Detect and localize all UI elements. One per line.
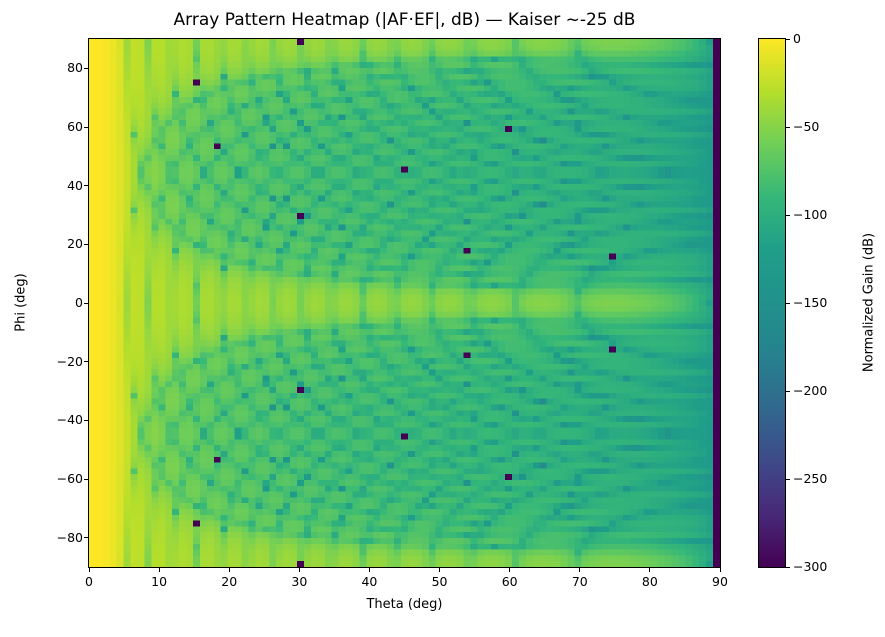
x-tick [368, 568, 370, 572]
chart-title: Array Pattern Heatmap (|AF·EF|, dB) — Ka… [173, 10, 636, 30]
y-tick-label: 0 [75, 295, 83, 310]
y-tick-label: −40 [56, 412, 83, 428]
x-tick [158, 568, 160, 572]
y-tick-label: 40 [67, 177, 83, 193]
colorbar-tick [786, 126, 790, 128]
x-tick [579, 568, 581, 572]
colorbar-tick [786, 478, 790, 480]
y-tick [84, 243, 88, 245]
x-tick [719, 568, 721, 572]
colorbar-tick-label: −300 [793, 559, 828, 574]
x-tick [298, 568, 300, 572]
x-tick-label: 20 [221, 574, 238, 589]
y-tick [84, 537, 88, 539]
colorbar [758, 38, 786, 568]
y-tick-label: −60 [56, 471, 83, 486]
y-tick [84, 361, 88, 363]
x-tick-label: 70 [571, 574, 588, 589]
colorbar-tick [786, 302, 790, 304]
y-tick [84, 478, 88, 480]
x-tick [88, 568, 90, 572]
x-tick [228, 568, 230, 572]
y-tick-label: 80 [67, 60, 83, 76]
x-tick [509, 568, 511, 572]
x-tick-label: 50 [431, 574, 448, 589]
colorbar-tick-label: −100 [793, 207, 828, 222]
y-tick [84, 126, 88, 128]
x-tick-label: 60 [501, 574, 518, 589]
colorbar-tick-label: −150 [793, 295, 828, 310]
y-tick-label: −80 [56, 529, 83, 545]
y-tick [84, 67, 88, 69]
x-tick-label: 90 [712, 574, 728, 589]
y-tick-label: −20 [56, 353, 83, 369]
y-tick-label: 20 [67, 236, 83, 252]
plot-area [88, 38, 721, 568]
colorbar-tick-label: −200 [793, 383, 828, 398]
x-tick-label: 10 [151, 574, 168, 589]
colorbar-tick-label: −250 [793, 471, 828, 486]
y-axis-label: Phi (deg) [13, 273, 29, 332]
heatmap-canvas [89, 39, 720, 567]
y-tick [84, 419, 88, 421]
colorbar-tick-label: −50 [793, 119, 820, 134]
x-tick-label: 80 [641, 574, 658, 589]
x-tick [439, 568, 441, 572]
colorbar-tick [786, 390, 790, 392]
y-tick [84, 302, 88, 304]
x-axis-label: Theta (deg) [366, 597, 443, 612]
y-tick-label: 60 [67, 119, 83, 134]
colorbar-tick [786, 214, 790, 216]
colorbar-label: Normalized Gain (dB) [861, 232, 877, 373]
x-tick-label: 30 [291, 574, 308, 589]
x-tick [649, 568, 651, 572]
colorbar-tick [786, 38, 790, 40]
colorbar-gradient [759, 39, 785, 567]
y-tick [84, 185, 88, 187]
x-tick-label: 40 [361, 574, 378, 589]
colorbar-tick [786, 566, 790, 568]
colorbar-tick-label: 0 [793, 31, 801, 46]
x-tick-label: 0 [85, 574, 93, 589]
